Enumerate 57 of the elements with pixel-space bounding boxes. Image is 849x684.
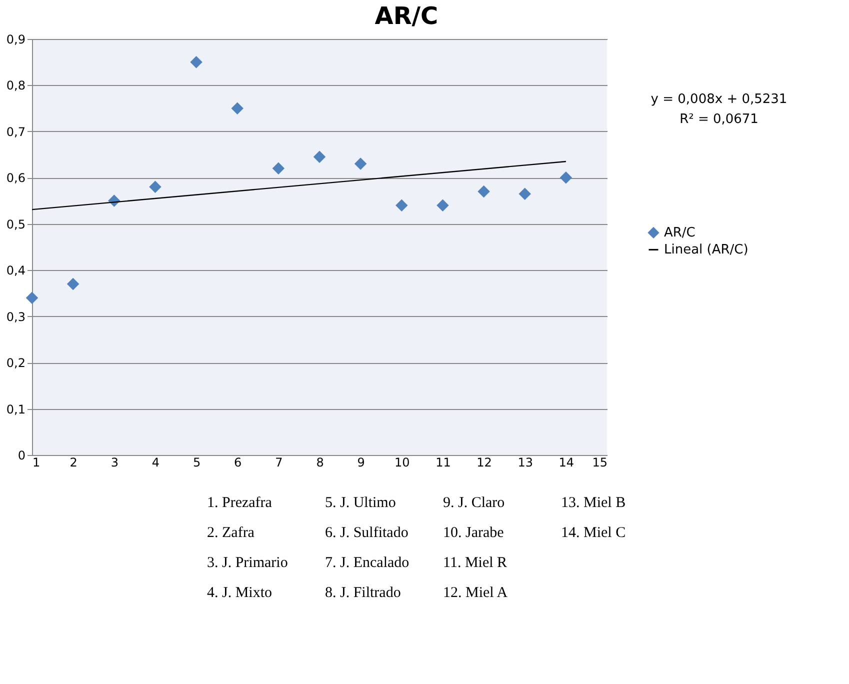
y-tick-label: 0,3: [6, 310, 26, 324]
y-tick-label: 0,1: [6, 402, 26, 416]
point: [66, 278, 80, 290]
x-tick-label: 7: [275, 456, 283, 470]
text: 8. J. Filtrado: [325, 585, 401, 601]
x-tick-label: 11: [436, 456, 451, 470]
x-tick-label: 12: [476, 456, 492, 470]
text: y = 0,008x + 0,5231: [650, 92, 788, 107]
legend-label: Lineal (AR/C): [664, 242, 748, 258]
y-tick-label: 0,8: [6, 78, 26, 93]
x-tick-label: 1: [32, 456, 40, 470]
text: 2. Zafra: [207, 525, 255, 541]
text: 10. Jarabe: [443, 525, 504, 541]
x-tick-label: 10: [394, 456, 410, 470]
text: 4. J. Mixto: [207, 585, 272, 601]
y-tick-label: 0: [18, 448, 26, 462]
text: 12. Miel A: [443, 585, 508, 601]
x-tick-label: 8: [316, 456, 324, 470]
x-tick-label: 4: [152, 456, 160, 470]
point: [231, 102, 244, 114]
y-tick-label: 0,2: [6, 356, 26, 370]
point: [518, 188, 531, 200]
y-tick-label: 0,4: [6, 264, 26, 278]
point: [560, 172, 572, 184]
x-tick-label: 15: [592, 456, 608, 470]
x-tick-label: 14: [558, 456, 574, 470]
point: [354, 158, 367, 170]
text: 1. Prezafra: [207, 495, 272, 511]
y-tick-label: 0,6: [6, 171, 26, 186]
text: 7. J. Encalado: [325, 555, 410, 571]
x-tick-label: 2: [70, 456, 78, 470]
point: [190, 56, 202, 68]
x-tick-label: 5: [192, 456, 201, 470]
point: [478, 185, 490, 198]
point: [272, 162, 285, 175]
x-tick-label: 6: [234, 456, 242, 470]
text: 3. J. Primario: [207, 555, 288, 571]
x-tick-label: 3: [110, 456, 118, 470]
point: [396, 199, 408, 212]
x-tick-label: 9: [357, 456, 365, 470]
x-tick-label: 13: [518, 456, 533, 470]
text: 13. Miel B: [561, 495, 626, 511]
chart-title: AR/C: [374, 2, 438, 30]
text: 6. J. Sulfitado: [325, 525, 408, 541]
point: [26, 292, 38, 304]
text: 11. Miel R: [443, 555, 508, 571]
text: 5. J. Ultimo: [325, 495, 396, 511]
text: R² = 0,0671: [680, 112, 758, 127]
point: [436, 199, 449, 212]
legend-label: AR/C: [664, 226, 696, 241]
y-tick-label: 0,5: [6, 217, 26, 232]
text: 14. Miel C: [561, 525, 626, 541]
y-tick-label: 0,7: [6, 124, 26, 139]
point: [313, 150, 326, 163]
point: [149, 180, 162, 194]
text: 9. J. Claro: [443, 495, 505, 511]
y-tick-label: 0,9: [6, 32, 26, 46]
